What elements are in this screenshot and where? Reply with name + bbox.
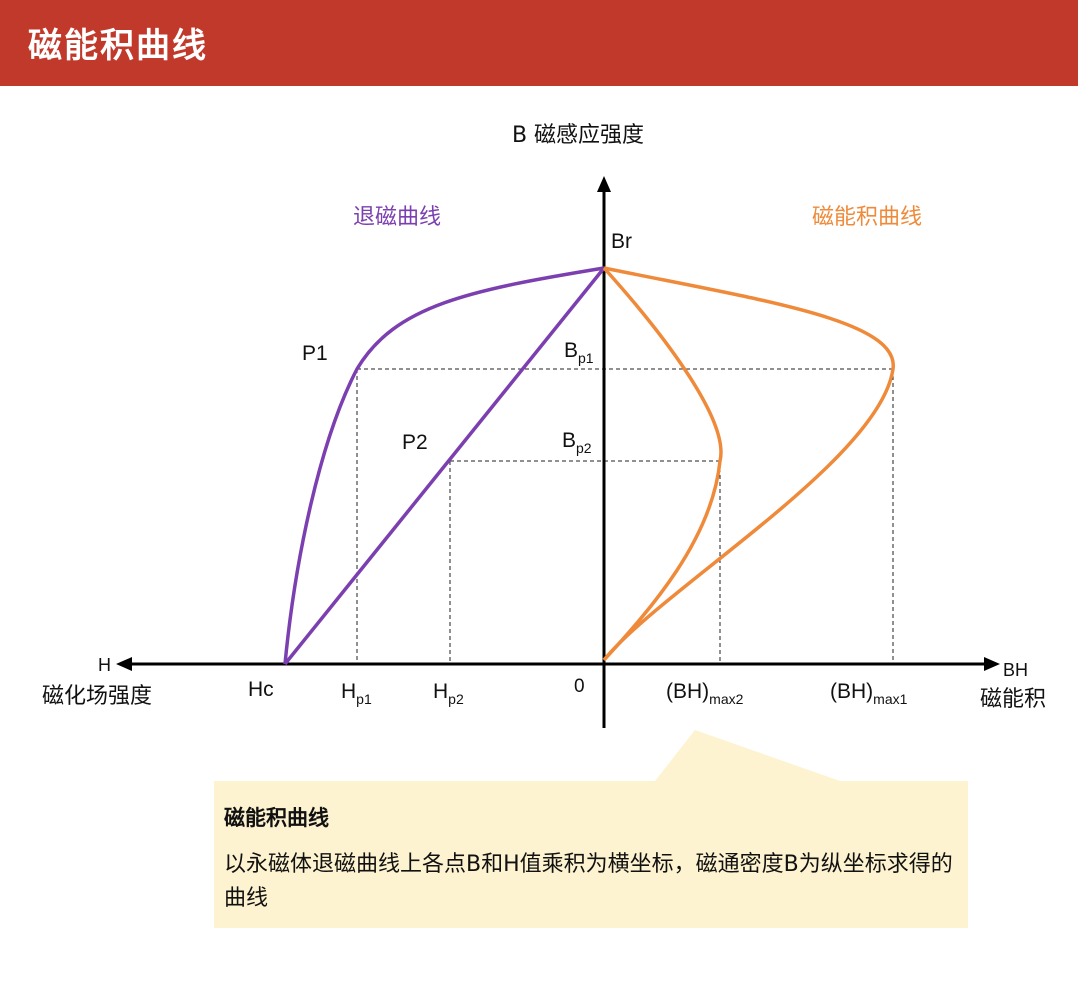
callout-body: 以永磁体退磁曲线上各点B和H值乘积为横坐标，磁通密度B为纵坐标求得的曲线 (224, 852, 953, 911)
br-label: Br (611, 230, 632, 253)
hp2-label: Hp2 (433, 680, 464, 707)
hp1-label: Hp1 (341, 680, 372, 707)
bhmax1-label: (BH)max1 (830, 680, 908, 707)
load-line (283, 266, 606, 666)
bhmax2-label: (BH)max2 (666, 680, 744, 707)
x-axis-right-arrow (984, 657, 1000, 671)
axes (128, 190, 988, 728)
energy-curve-inner (602, 266, 723, 662)
x-axis-right-symbol: BH (1003, 660, 1028, 680)
bp1-label: Bp1 (564, 339, 594, 366)
origin-label: 0 (574, 676, 585, 697)
bp2-label: Bp2 (562, 429, 592, 456)
energy-curve-outer (602, 266, 895, 662)
y-axis-label: B 磁感应强度 (512, 123, 644, 148)
demag-curve (283, 266, 605, 665)
hc-label: Hc (248, 678, 274, 701)
x-axis-left-arrow (116, 657, 132, 671)
x-axis-right-label: 磁能积 (980, 687, 1046, 712)
p1-label: P1 (302, 342, 328, 365)
demag-curve-label: 退磁曲线 (353, 205, 441, 230)
p2-label: P2 (402, 431, 428, 454)
page-title: 磁能积曲线 (28, 26, 208, 66)
x-axis-left-label: 磁化场强度 (42, 684, 152, 709)
callout-box (214, 730, 968, 928)
guide-lines (356, 368, 894, 664)
header-banner: 磁能积曲线 (0, 0, 1078, 86)
y-axis-arrow (597, 176, 611, 192)
energy-curve-label: 磁能积曲线 (812, 205, 922, 230)
callout-title: 磁能积曲线 (224, 806, 329, 830)
x-axis-left-symbol: H (98, 655, 111, 675)
